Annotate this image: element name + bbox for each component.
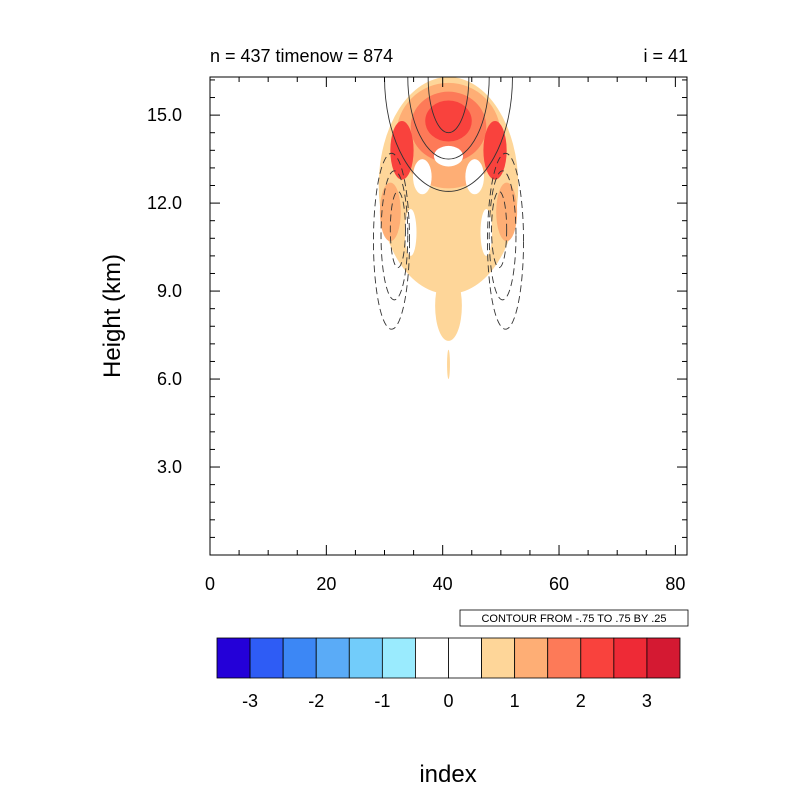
colorbar-label: -1 [374, 691, 390, 711]
zero-pocket-2 [465, 159, 484, 195]
contour-line-8 [488, 170, 517, 301]
y-tick-label: 12.0 [147, 193, 182, 213]
contour-line-4 [373, 152, 410, 330]
contour-line-2 [407, 77, 490, 160]
x-tick-label: 20 [316, 574, 336, 594]
colorbar-bin-12 [580, 637, 615, 679]
colorbar-label: 0 [443, 691, 453, 711]
contour-line-7 [487, 152, 524, 330]
colorbar-bin-11 [547, 637, 582, 679]
colorbar-label: 2 [576, 691, 586, 711]
colorbar-bin-4 [315, 637, 350, 679]
title-left: n = 437 timenow = 874 [210, 46, 393, 66]
zero-pocket-1 [413, 159, 432, 195]
colorbar-label: 1 [510, 691, 520, 711]
colorbar-label: 3 [642, 691, 652, 711]
x-tick-label: 60 [549, 574, 569, 594]
colorbar-bin-9 [481, 637, 516, 679]
zero-pocket-5 [480, 208, 493, 256]
contour-info-text: CONTOUR FROM -.75 TO .75 BY .25 [481, 613, 666, 625]
colorbar-bin-3 [282, 637, 317, 679]
colorbar-label: -3 [242, 691, 258, 711]
plot-frame [209, 76, 688, 556]
colorbar-bin-7 [415, 637, 449, 679]
filled-contours [378, 77, 519, 380]
contour-info-frame [459, 609, 689, 627]
zero-pocket-3 [433, 145, 464, 167]
filled-region-8 [425, 100, 472, 142]
y-tick-label: 15.0 [147, 105, 182, 125]
y-tick-label: 3.0 [157, 457, 182, 477]
contour-lines [373, 77, 524, 330]
contour-line-3 [427, 77, 470, 134]
x-tick-label: 40 [433, 574, 453, 594]
colorbar-bin-1 [216, 637, 251, 679]
colorbar-bin-2 [249, 637, 284, 679]
y-axis-label: Height (km) [99, 254, 126, 378]
y-tick-label: 6.0 [157, 369, 182, 389]
plot-area: 0 20 40 60 80 3.0 6.0 9.0 12.0 15.0 [147, 76, 688, 594]
contour-line-1 [384, 77, 513, 192]
filled-region-10 [496, 182, 518, 242]
x-tick-label: 0 [205, 574, 215, 594]
colorbar-bin-5 [348, 637, 383, 679]
contour-line-9 [491, 190, 508, 269]
filled-region-9 [379, 182, 401, 242]
axis-ticks: 0 20 40 60 80 3.0 6.0 9.0 12.0 15.0 [147, 77, 687, 594]
colorbar-bin-13 [613, 637, 648, 679]
x-tick-label: 80 [665, 574, 685, 594]
filled-region-2 [435, 270, 462, 341]
colorbar-label: -2 [308, 691, 324, 711]
filled-region-3 [447, 349, 450, 380]
title-right: i = 41 [643, 46, 688, 66]
colorbar-bin-8 [448, 637, 482, 679]
colorbar: -3 -2 -1 0 1 2 3 [216, 637, 681, 711]
colorbar-bin-10 [514, 637, 549, 679]
y-tick-label: 9.0 [157, 281, 182, 301]
contour-line-6 [389, 190, 406, 269]
contour-info-box: CONTOUR FROM -.75 TO .75 BY .25 [459, 609, 689, 627]
colorbar-bin-6 [381, 637, 416, 679]
contour-line-5 [380, 170, 409, 301]
colorbar-bin-14 [646, 637, 681, 679]
x-axis-label: index [419, 761, 476, 788]
zero-pocket-4 [404, 208, 417, 256]
